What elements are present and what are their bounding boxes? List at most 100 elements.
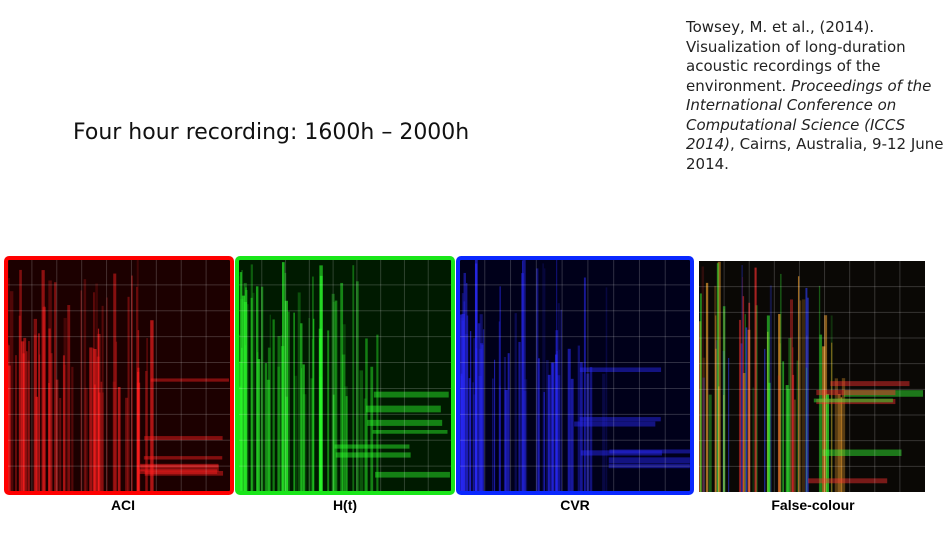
spectrogram-background [238,259,452,492]
spectrogram-streak [834,378,838,492]
spectrogram-streak [468,378,471,492]
spectrogram-streak [708,394,712,492]
spectrogram-streak [23,337,27,492]
spectrogram-streak [257,359,261,492]
spectrogram-band [816,398,896,405]
spectrogram-band [144,470,224,476]
spectrogram-streak [717,261,721,492]
spectrogram-streak [523,390,527,492]
spectrogram-streak [293,312,295,492]
panel-label: CVR [560,497,590,513]
panel-label: False-colour [771,497,855,513]
spectrogram-streak [799,300,802,492]
spectrogram-streak [766,315,770,492]
spectrogram-streak [277,366,280,492]
spectrogram-streak [473,394,476,492]
spectrogram-streak [555,330,559,492]
spectrogram-streak [791,347,794,492]
spectrogram-streak [824,315,828,492]
spectrogram-band [373,391,449,398]
spectrogram-streak [702,357,706,492]
spectrogram-streak [20,341,25,492]
spectrogram-streak [840,397,843,492]
spectrogram-streak [779,343,781,492]
spectrogram-streak [280,335,284,492]
spectrogram-streak [261,286,264,492]
spectrogram-streak [250,297,253,492]
spectrogram-streak [280,346,285,492]
spectrogram-streak [567,348,571,492]
spectrogram-band [143,456,223,460]
spectrogram-streak [764,348,766,492]
spectrogram-streak [523,379,528,492]
spectrogram-streak [514,313,517,492]
spectrogram-streak [341,354,346,492]
spectrogram-streak [241,347,243,492]
spectrogram-streak [319,265,323,492]
spectrogram-streak [794,399,796,492]
spectrogram-streak [477,323,481,492]
citation: Towsey, M. et al., (2014). Visualization… [686,18,944,174]
spectrogram-streak [498,321,501,492]
spectrogram-streak [84,387,88,492]
spectrogram-streak [558,349,560,492]
spectrogram-streak [570,378,574,492]
spectrogram-streak [492,378,494,492]
spectrogram-streak [83,279,87,492]
spectrogram-streak [55,379,59,492]
spectrogram-streak [264,363,268,492]
spectrogram-streak [518,341,521,492]
spectrogram-streak [9,291,14,492]
spectrogram-streak [475,348,478,492]
spectrogram-streak [352,265,355,492]
spectrogram-streak [478,348,483,492]
spectrogram-streak [245,289,248,492]
spectrogram-streak [302,394,307,492]
spectrogram-streak [494,359,496,492]
spectrogram-streak [344,386,348,492]
spectrogram-streak [702,377,705,492]
spectrogram-streak [560,309,562,492]
spectrogram-streak [365,338,368,492]
spectrogram-streak [499,286,501,492]
spectrogram-streak [790,299,794,492]
spectrogram-background [459,259,691,492]
spectrogram-streak [748,302,751,492]
spectrogram-streak [252,292,255,492]
spectrogram-streak [150,320,154,492]
spectrogram-streak [294,375,298,492]
spectrogram-streak [54,282,57,492]
spectrogram-streak [35,396,39,492]
spectrogram-streak [722,350,726,492]
spectrogram-streak [752,387,755,492]
spectrogram-streak [464,334,469,492]
spectrogram-band [813,398,893,403]
spectrogram-band [574,421,656,427]
spectrogram-streak [284,300,288,492]
spectrogram-streak [714,285,717,492]
spectrogram-streak [796,360,799,492]
spectrogram-band [822,449,902,456]
spectrogram-streak [792,374,795,492]
spectrogram-streak [507,353,510,492]
spectrogram-band [579,417,661,422]
spectrogram-streak [376,334,379,492]
spectrogram-streak [334,300,338,492]
spectrogram-streak [297,292,301,492]
spectrogram-streak [244,345,246,492]
spectrogram-streak [818,285,821,492]
spectrogram [235,256,455,495]
spectrogram-streak [498,385,501,492]
spectrogram-streak [805,287,808,492]
spectrogram-streak [542,263,544,492]
spectrogram-streak [308,318,311,492]
spectrogram-streak [504,389,508,492]
spectrogram-streak [740,343,743,492]
spectrogram-streak [580,362,583,492]
panel-label: ACI [110,497,136,513]
spectrogram-streak [741,277,744,492]
spectrogram-streak [780,273,782,492]
spectrogram-streak [250,264,253,492]
spectrogram-streak [837,393,841,492]
spectrogram-band [335,452,411,458]
